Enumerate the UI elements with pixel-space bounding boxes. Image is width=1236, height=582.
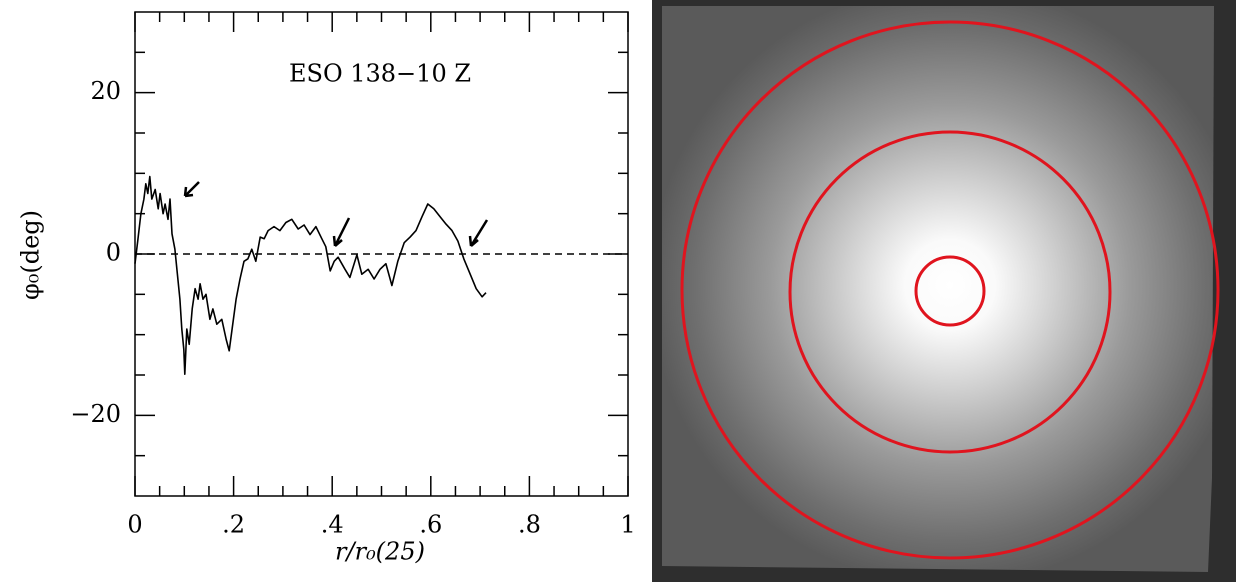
y-axis-label: φ₀(deg) (17, 210, 45, 300)
image-field (662, 6, 1214, 572)
x-axis-label: r/r₀(25) (335, 538, 425, 566)
x-tick-label: .4 (321, 511, 344, 539)
x-tick-label: .2 (222, 511, 245, 539)
outer-ring (680, 20, 1220, 560)
middle-ring (788, 130, 1112, 454)
annotation: ESO 138−10 Z (289, 60, 471, 88)
galaxy-image (652, 0, 1236, 582)
x-tick-label: 0 (127, 511, 142, 539)
plot: ESO 138−10 Z r/r₀(25) φ₀(deg) (17, 60, 489, 566)
x-tick-label: .6 (419, 511, 442, 539)
y-tick-label: 20 (90, 77, 121, 105)
x-tick-label: .8 (518, 511, 541, 539)
y-tick-label: 0 (106, 239, 121, 267)
data-line (134, 175, 487, 375)
x-tick-label: 1 (620, 511, 635, 539)
inner-ring (914, 255, 986, 327)
arrow (468, 219, 489, 247)
arrow (332, 217, 351, 247)
y-tick-label: −20 (70, 400, 121, 428)
arrow (183, 181, 200, 198)
